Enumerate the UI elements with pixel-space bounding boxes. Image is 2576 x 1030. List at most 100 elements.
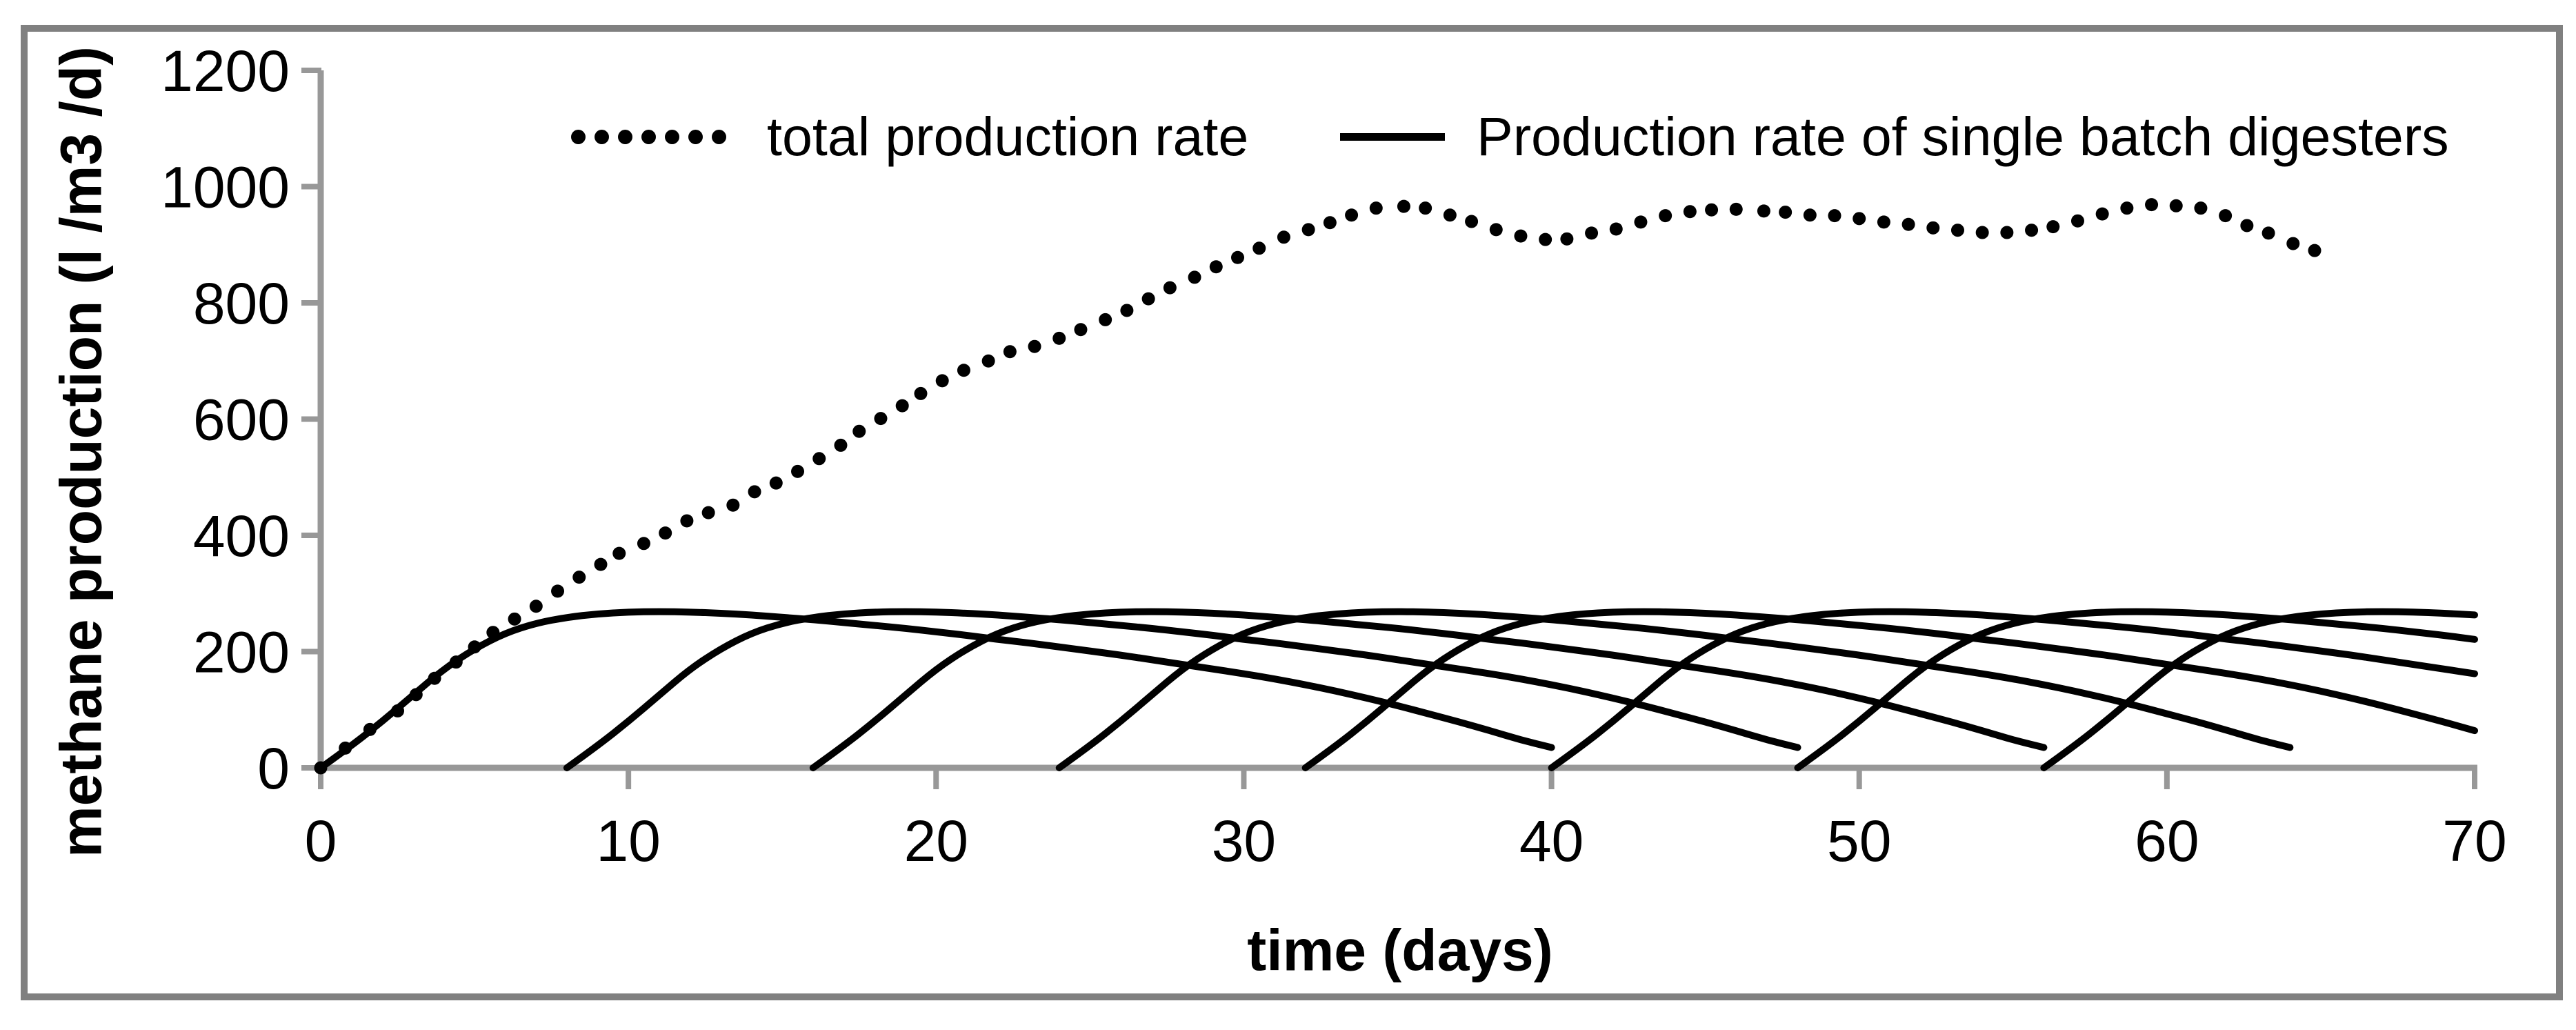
- total-rate-dot: [1345, 208, 1359, 222]
- total-rate-dot: [508, 612, 521, 626]
- total-rate-dot: [1975, 226, 1989, 239]
- total-rate-dot: [1209, 260, 1223, 274]
- total-rate-dot: [2240, 219, 2254, 232]
- total-rate-dot: [1926, 221, 1940, 235]
- total-rate-dot: [2262, 226, 2275, 240]
- total-rate-dot: [2000, 226, 2014, 239]
- total-rate-dot: [2120, 201, 2134, 215]
- total-rate-dot: [2169, 199, 2183, 212]
- total-rate-dot: [957, 364, 970, 377]
- total-rate-dot: [874, 412, 888, 426]
- legend-label-batch: Production rate of single batch digester…: [1477, 106, 2449, 167]
- total-rate-dot: [1705, 203, 1719, 217]
- total-rate-dot: [1323, 216, 1337, 230]
- total-rate-dot: [2046, 220, 2060, 234]
- total-rate-dot: [2308, 244, 2322, 257]
- total-rate-dot: [1729, 202, 1743, 216]
- legend-dot: [571, 129, 586, 144]
- total-rate-dot: [1683, 205, 1697, 219]
- total-rate-dot: [2095, 207, 2109, 221]
- total-rate-dot: [1465, 215, 1479, 228]
- legend-dot: [595, 129, 609, 144]
- total-rate-dot: [2070, 214, 2084, 228]
- legend-dot: [618, 129, 632, 144]
- total-rate-dot: [726, 498, 740, 512]
- total-rate-dot: [1489, 223, 1503, 237]
- total-rate-dot: [1443, 208, 1457, 222]
- total-rate-dot: [701, 506, 715, 519]
- x-tick-label: 40: [1519, 809, 1584, 873]
- total-rate-dot: [791, 464, 805, 478]
- y-tick-label: 1000: [161, 155, 290, 220]
- batch-digester-curve: [1548, 608, 2478, 771]
- total-rate-dot: [1634, 215, 1648, 229]
- total-rate-dot: [1188, 270, 1201, 284]
- total-rate-dot: [1901, 217, 1915, 231]
- total-rate-dot: [1120, 304, 1134, 317]
- legend-dot: [688, 129, 703, 144]
- total-rate-dot: [1514, 229, 1528, 243]
- batch-digester-curve: [1055, 608, 2294, 771]
- legend-item-total: total production rate: [571, 105, 1248, 168]
- total-rate-dot: [2025, 224, 2039, 237]
- total-rate-dot: [1560, 232, 1574, 246]
- total-rate-dot: [748, 485, 761, 499]
- total-rate-dot: [1877, 215, 1890, 229]
- total-rate-dot: [551, 584, 565, 598]
- batch-digester-curve: [317, 608, 1555, 771]
- x-axis-title: time (days): [1247, 918, 1553, 983]
- total-rate-dot: [2194, 201, 2208, 215]
- total-rate-dot: [1828, 209, 1841, 223]
- total-rate-dot: [1052, 331, 1066, 345]
- total-rate-dot: [1803, 208, 1817, 222]
- x-tick-label: 20: [904, 809, 968, 873]
- x-tick-label: 60: [2135, 809, 2199, 873]
- total-rate-dot: [529, 600, 543, 613]
- total-rate-dot: [1003, 345, 1017, 359]
- total-rate-dot: [1301, 223, 1315, 237]
- batch-digester-curve: [809, 608, 2048, 771]
- y-tick-label: 800: [193, 271, 290, 336]
- total-rate-dot: [1277, 230, 1290, 244]
- total-rate-dot: [1099, 313, 1112, 326]
- total-rate-dot: [1853, 212, 1866, 226]
- total-rate-dot: [1163, 281, 1177, 295]
- legend-dot: [712, 129, 726, 144]
- total-rate-dot: [1397, 199, 1410, 213]
- total-rate-dot: [594, 557, 608, 571]
- batch-digester-curve: [563, 608, 1801, 771]
- total-rate-dot: [1950, 224, 1964, 237]
- total-rate-dot: [1585, 226, 1599, 240]
- y-tick-label: 600: [193, 388, 290, 453]
- total-rate-dot: [680, 514, 694, 528]
- total-rate-dot: [1757, 204, 1770, 218]
- total-rate-dot: [1419, 201, 1432, 215]
- x-tick-label: 30: [1212, 809, 1276, 873]
- total-rate-dot: [812, 452, 826, 466]
- total-rate-dot: [659, 526, 672, 540]
- y-tick-label: 0: [257, 736, 290, 801]
- legend-item-batch: Production rate of single batch digester…: [1340, 105, 2449, 168]
- y-axis-title: methane production (l /m3 /d): [48, 46, 114, 858]
- total-rate-dot: [2219, 209, 2233, 223]
- total-rate-dot: [572, 571, 586, 584]
- legend-label-total: total production rate: [767, 106, 1249, 167]
- total-rate-dot: [1141, 292, 1155, 306]
- total-rate-dot: [2145, 198, 2159, 212]
- y-tick-label: 200: [193, 620, 290, 685]
- batch-digester-curve: [1301, 608, 2478, 771]
- total-rate-dot: [1539, 232, 1552, 246]
- y-tick-label: 400: [193, 504, 290, 568]
- total-rate-dot: [1231, 250, 1245, 264]
- total-rate-dot: [1028, 339, 1041, 353]
- total-rate-dot: [1779, 206, 1793, 219]
- total-rate-dot: [1369, 201, 1383, 215]
- y-tick-label: 1200: [161, 39, 290, 103]
- x-tick-label: 70: [2442, 809, 2506, 873]
- total-rate-dot: [935, 374, 949, 388]
- total-rate-dot: [1659, 209, 1673, 223]
- x-tick-label: 10: [596, 809, 660, 873]
- total-rate-dot: [895, 399, 909, 413]
